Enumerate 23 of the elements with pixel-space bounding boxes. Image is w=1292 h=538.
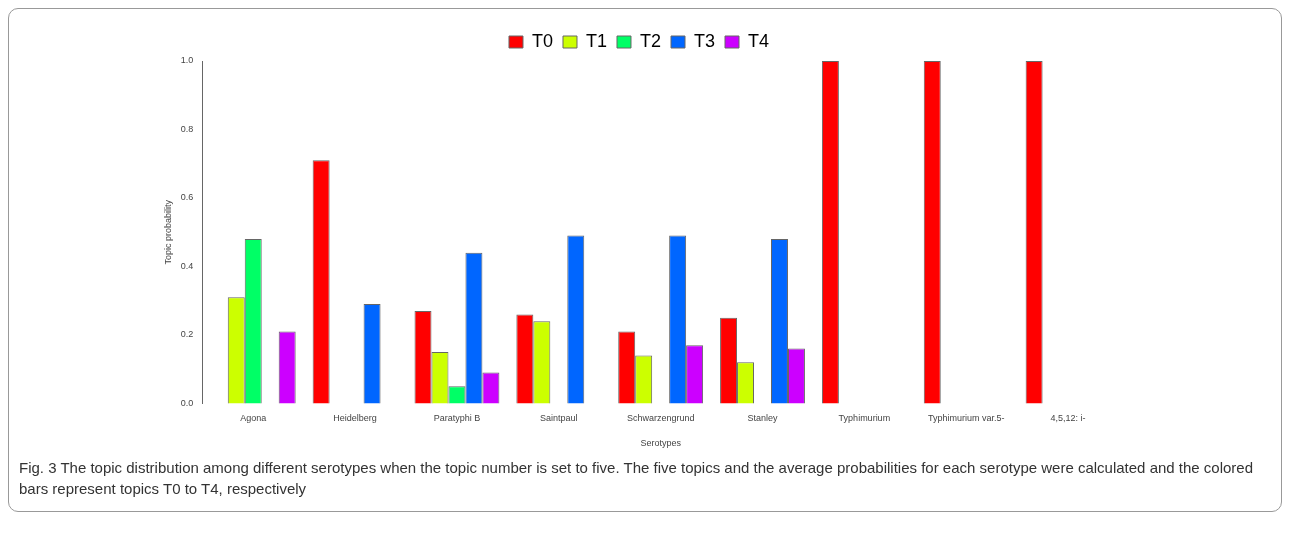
caption: Fig. 3 The topic distribution among different serotypes when the topic number is set to five. The five topics and the average probabilities for each serotype were calculated and the colored bars represent topics T0 to T4, respectively bbox=[18, 458, 1255, 499]
x-tick-label: Typhimurium var.5- bbox=[927, 413, 1005, 424]
x-axis-title: Serotypes bbox=[640, 438, 682, 449]
y-tick-label: 1.0 bbox=[180, 55, 194, 66]
y-tick-label: 0.8 bbox=[180, 123, 194, 134]
x-tick-label: Stanley bbox=[747, 413, 779, 424]
legend-label: T0 bbox=[531, 30, 553, 51]
y-tick-label: 0.0 bbox=[180, 397, 194, 408]
x-tick-label: Typhimurium bbox=[838, 413, 891, 424]
legend-label: T2 bbox=[640, 30, 662, 51]
legend-label: T3 bbox=[694, 30, 716, 51]
y-tick-label: 0.6 bbox=[180, 192, 194, 203]
legend-label: T4 bbox=[748, 30, 770, 51]
x-tick-label: Saintpaul bbox=[540, 413, 578, 424]
x-tick-label: 4,5,12: i- bbox=[1050, 413, 1086, 424]
x-tick-label: Paratyphi B bbox=[433, 413, 481, 424]
x-tick-label: Agona bbox=[240, 413, 267, 424]
y-axis-title: Topic probability bbox=[162, 199, 173, 265]
legend-label: T1 bbox=[585, 30, 608, 51]
x-tick-label: Heidelberg bbox=[333, 413, 377, 424]
y-tick-label: 0.4 bbox=[180, 260, 194, 271]
y-tick-label: 0.2 bbox=[180, 329, 194, 340]
x-tick-label: Schwarzengrund bbox=[626, 413, 695, 424]
